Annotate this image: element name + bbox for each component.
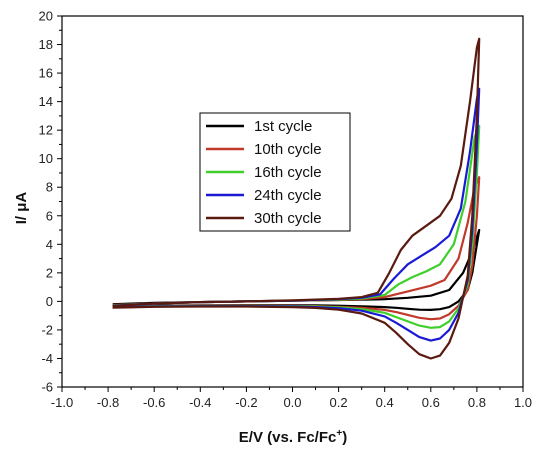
y-tick-label: 16 — [39, 66, 53, 81]
x-tick-label: -0.2 — [235, 395, 257, 410]
x-tick-label: 0.6 — [422, 395, 440, 410]
x-tick-label: 0.2 — [330, 395, 348, 410]
y-tick-label: -6 — [41, 380, 53, 395]
x-tick-label: 0.4 — [376, 395, 394, 410]
x-tick-label: -0.6 — [143, 395, 165, 410]
legend-label: 24th cycle — [254, 187, 322, 204]
y-tick-label: 10 — [39, 151, 53, 166]
x-tick-label: 0.8 — [468, 395, 486, 410]
x-axis-title: E/V (vs. Fc/Fc+) — [239, 428, 347, 446]
y-tick-label: 12 — [39, 123, 53, 138]
axes: -1.0 -0.8 -0.6 -0.4 -0.2 0.0 0.2 0.4 0.6 0.8 1.0 -6… — [39, 9, 533, 411]
legend-label: 1st cycle — [254, 118, 312, 135]
y-tick-label: 20 — [39, 9, 53, 24]
y-tick-label: 8 — [46, 180, 53, 195]
x-tick-label: -0.8 — [97, 395, 119, 410]
plot-area — [112, 37, 481, 360]
legend-label: 10th cycle — [254, 141, 322, 158]
y-axis-title: I/ μA — [13, 192, 30, 225]
legend-label: 16th cycle — [254, 164, 322, 181]
y-tick-label: 14 — [39, 94, 53, 109]
y-tick-label: 0 — [46, 294, 53, 309]
x-tick-label: -1.0 — [51, 395, 73, 410]
legend-label: 30th cycle — [254, 210, 322, 227]
y-tick-label: 18 — [39, 37, 53, 52]
y-tick-label: -4 — [41, 351, 53, 366]
series-line-1 — [112, 228, 481, 311]
legend: 1st cycle 10th cycle 16th cycle 24th cycle 3… — [199, 112, 351, 232]
x-tick-label: -0.4 — [189, 395, 211, 410]
y-tick-label: 2 — [46, 265, 53, 280]
x-tick-label: 0.0 — [283, 395, 301, 410]
y-tick-label: 4 — [46, 237, 53, 252]
y-tick-label: 6 — [46, 208, 53, 223]
y-tick-label: -2 — [41, 322, 53, 337]
series-line-5 — [112, 37, 481, 360]
x-tick-label: 1.0 — [514, 395, 532, 410]
